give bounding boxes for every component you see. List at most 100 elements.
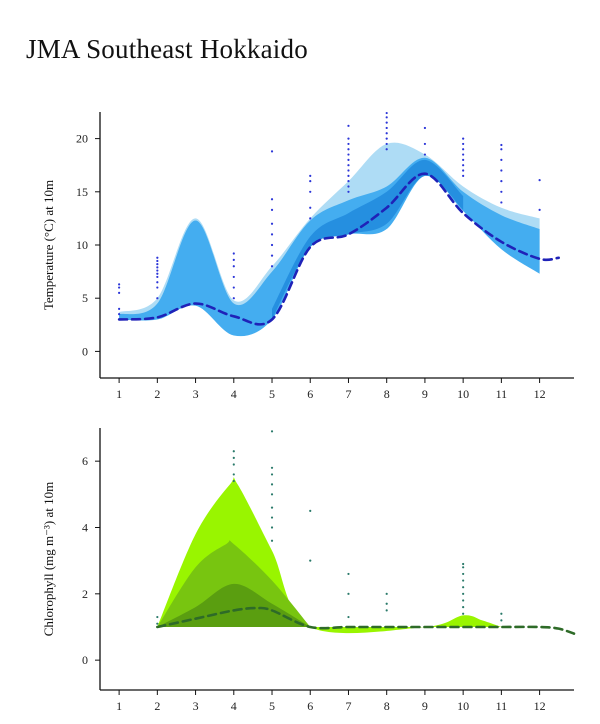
temp-observation-point — [347, 185, 350, 188]
temp-observation-point — [423, 126, 427, 130]
temp-observation-point — [156, 281, 159, 284]
temp-x-tick-label: 5 — [269, 387, 275, 401]
chl-y-axis-label: Chlorophyll (mg m⁻³) at 10m — [41, 482, 56, 636]
chl-observation-point — [270, 539, 274, 542]
chl-observation-point — [156, 622, 159, 625]
chl-observation-point — [270, 516, 274, 519]
chl-observation-point — [232, 473, 235, 476]
chl-observation-point — [232, 463, 235, 466]
chl-observation-point — [232, 456, 235, 459]
chl-observation-point — [462, 562, 465, 566]
temp-observation-point — [156, 256, 159, 259]
chl-observation-point — [462, 592, 465, 595]
temp-observation-point — [385, 148, 388, 151]
temp-y-tick-label: 10 — [76, 238, 88, 252]
chl-median-line — [156, 606, 576, 635]
temp-observation-point — [156, 269, 159, 272]
temp-observation-point — [309, 174, 312, 177]
temp-observation-point — [385, 116, 388, 119]
chl-observation-point — [270, 466, 274, 469]
chl-observation-point — [347, 572, 350, 576]
temp-observation-point — [232, 265, 235, 268]
temp-observation-point — [385, 132, 388, 135]
chl-observation-point — [270, 473, 274, 476]
temp-observation-point — [385, 126, 388, 130]
temp-observation-point — [385, 142, 388, 146]
temp-mid-band — [119, 157, 540, 337]
temp-observation-point — [232, 286, 235, 289]
temp-observation-point — [270, 222, 274, 225]
temp-x-tick-label: 11 — [496, 387, 508, 401]
chl-y-tick-label: 2 — [82, 587, 88, 601]
temp-observation-point — [462, 153, 465, 156]
temp-observation-point — [385, 111, 388, 115]
chl-x-tick-label: 4 — [231, 699, 237, 713]
temp-observation-point — [347, 153, 350, 156]
temp-observation-point — [309, 206, 312, 209]
temp-observation-point — [118, 283, 121, 286]
chl-observation-point — [232, 479, 235, 483]
temp-y-tick-label: 15 — [76, 185, 88, 199]
temp-observation-point — [500, 169, 503, 172]
temp-observation-point — [156, 297, 159, 300]
chl-x-tick-label: 9 — [422, 699, 428, 713]
temp-observation-point — [347, 174, 350, 177]
temp-observation-point — [538, 179, 541, 182]
chl-observation-point — [462, 579, 465, 582]
temp-observation-point — [270, 265, 274, 268]
chl-observation-point — [270, 506, 274, 509]
temp-observation-point — [232, 252, 235, 255]
temp-observation-point — [156, 259, 159, 263]
temp-x-tick-label: 4 — [231, 387, 237, 401]
chl-observation-point — [462, 605, 465, 609]
temp-observation-point — [347, 164, 350, 167]
chl-observation-point — [500, 612, 503, 615]
chl-x-tick-label: 11 — [496, 699, 508, 713]
temp-observation-point — [347, 190, 350, 193]
temp-observation-point — [309, 190, 312, 193]
chl-observation-point — [309, 509, 312, 513]
temp-observation-point — [270, 198, 274, 201]
chl-x-tick-label: 7 — [345, 699, 351, 713]
chl-x-tick-label: 2 — [154, 699, 160, 713]
temp-observation-point — [309, 217, 312, 220]
chl-observation-point — [270, 430, 274, 433]
temp-x-tick-label: 6 — [307, 387, 313, 401]
chl-y-tick-label: 6 — [82, 454, 88, 468]
chl-observation-point — [270, 526, 274, 529]
temp-observation-point — [118, 313, 121, 316]
temp-observation-point — [232, 297, 235, 300]
chl-observation-point — [500, 619, 503, 622]
chl-observation-point — [270, 493, 274, 496]
temp-observation-point — [462, 169, 465, 172]
temp-observation-point — [462, 164, 465, 167]
temp-observation-point — [270, 150, 274, 153]
chl-observation-point — [270, 483, 274, 486]
temp-observation-point — [347, 169, 350, 172]
temp-observation-point — [500, 201, 503, 204]
temp-observation-point — [462, 148, 465, 151]
temp-observation-point — [462, 137, 465, 140]
temp-x-tick-label: 8 — [384, 387, 390, 401]
chl-observation-point — [462, 612, 465, 615]
temp-observation-point — [462, 158, 465, 161]
chl-x-tick-label: 1 — [116, 699, 122, 713]
chl-observation-point — [462, 599, 465, 602]
temp-x-tick-label: 7 — [345, 387, 351, 401]
temp-observation-point — [118, 307, 121, 310]
temp-observation-point — [156, 275, 159, 279]
temp-observation-point — [156, 272, 159, 275]
temp-outer-band — [119, 142, 540, 333]
temp-observation-point — [423, 153, 427, 156]
temp-x-tick-label: 2 — [154, 387, 160, 401]
temp-observation-point — [500, 190, 503, 193]
temp-x-tick-label: 12 — [534, 387, 546, 401]
temp-observation-point — [232, 275, 235, 279]
temp-x-tick-label: 3 — [193, 387, 199, 401]
chl-inner-band — [157, 583, 311, 627]
temp-x-tick-label: 1 — [116, 387, 122, 401]
temp-observation-point — [423, 142, 427, 146]
temp-y-tick-label: 20 — [76, 132, 88, 146]
